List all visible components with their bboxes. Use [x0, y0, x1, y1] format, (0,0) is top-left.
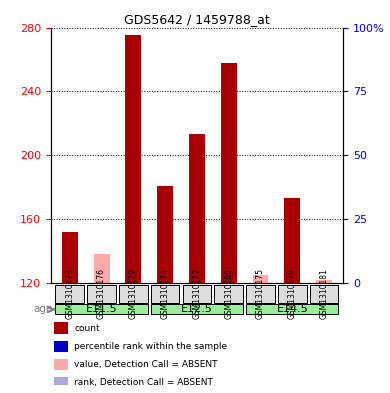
- FancyBboxPatch shape: [119, 285, 148, 303]
- Text: E11.5: E11.5: [86, 304, 117, 314]
- Title: GDS5642 / 1459788_at: GDS5642 / 1459788_at: [124, 13, 270, 26]
- Bar: [54, 341, 68, 352]
- Bar: [54, 359, 68, 370]
- Text: GSM1310180: GSM1310180: [224, 268, 233, 320]
- Bar: [94, 254, 110, 283]
- FancyBboxPatch shape: [215, 285, 243, 303]
- Bar: [54, 377, 68, 388]
- Text: E12.5: E12.5: [181, 304, 213, 314]
- Bar: [316, 280, 332, 283]
- FancyBboxPatch shape: [183, 285, 211, 303]
- FancyBboxPatch shape: [310, 285, 339, 303]
- Text: age: age: [33, 304, 52, 314]
- FancyBboxPatch shape: [278, 285, 307, 303]
- Bar: [189, 134, 205, 283]
- Text: GSM1310179: GSM1310179: [129, 268, 138, 320]
- FancyBboxPatch shape: [55, 304, 148, 314]
- Text: value, Detection Call = ABSENT: value, Detection Call = ABSENT: [74, 360, 218, 369]
- Text: GSM1310177: GSM1310177: [192, 268, 202, 320]
- FancyBboxPatch shape: [151, 304, 243, 314]
- Text: GSM1310175: GSM1310175: [256, 268, 265, 320]
- FancyBboxPatch shape: [246, 285, 275, 303]
- Text: GSM1310181: GSM1310181: [320, 268, 329, 319]
- Text: GSM1310178: GSM1310178: [288, 268, 297, 320]
- Text: percentile rank within the sample: percentile rank within the sample: [74, 342, 227, 351]
- Text: count: count: [74, 323, 100, 332]
- Bar: [284, 198, 300, 283]
- Bar: [62, 232, 78, 283]
- Text: E14.5: E14.5: [277, 304, 308, 314]
- Bar: [157, 185, 173, 283]
- Text: GSM1310176: GSM1310176: [97, 268, 106, 320]
- FancyBboxPatch shape: [55, 285, 84, 303]
- FancyBboxPatch shape: [87, 285, 116, 303]
- Bar: [221, 62, 237, 283]
- Text: rank, Detection Call = ABSENT: rank, Detection Call = ABSENT: [74, 378, 213, 387]
- Text: GSM1310174: GSM1310174: [161, 268, 170, 320]
- FancyBboxPatch shape: [151, 285, 179, 303]
- Bar: [253, 275, 268, 283]
- Bar: [54, 322, 68, 334]
- FancyBboxPatch shape: [246, 304, 339, 314]
- Text: GSM1310173: GSM1310173: [65, 268, 74, 320]
- Bar: [126, 35, 141, 283]
